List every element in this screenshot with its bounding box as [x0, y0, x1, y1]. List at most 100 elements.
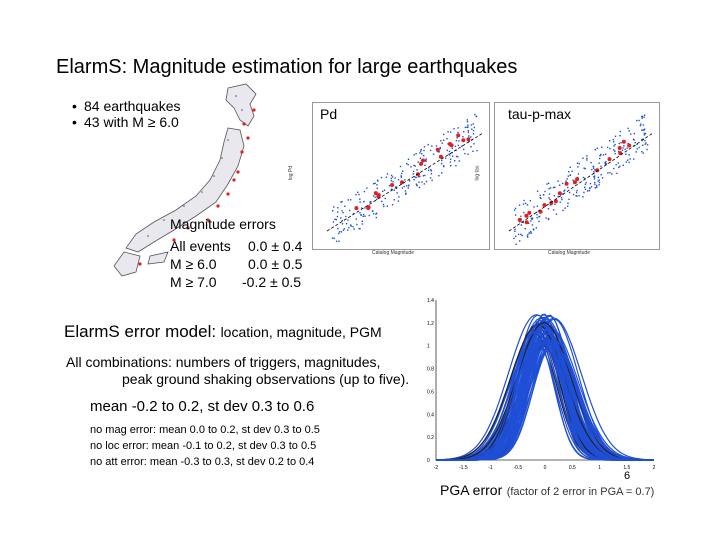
scatter-point	[361, 223, 364, 225]
scatter-point	[466, 121, 469, 123]
scatter-point	[642, 144, 644, 146]
scatter-point	[528, 232, 530, 234]
scatter-point	[431, 145, 433, 147]
scatter-point	[584, 186, 586, 188]
distribution-curve	[436, 340, 654, 461]
scatter-point	[592, 165, 594, 168]
scatter-point	[571, 170, 573, 172]
scatter-point	[520, 224, 522, 226]
scatter-point	[585, 181, 587, 184]
scatter-point	[347, 229, 349, 231]
scatter-point	[641, 129, 643, 131]
scatter-point	[350, 225, 352, 227]
scatter-point	[390, 177, 392, 180]
scatter-point	[554, 203, 556, 205]
japan-map	[113, 83, 257, 277]
scatter-point	[391, 204, 394, 206]
scatter-point	[575, 191, 578, 194]
scatter-point	[424, 159, 426, 162]
scatter-point	[338, 240, 340, 242]
scatter-point	[382, 203, 385, 206]
scatter-point	[359, 212, 361, 214]
scatter-point	[605, 161, 607, 163]
scatter-point	[548, 187, 550, 190]
scatter-point	[358, 193, 360, 196]
scatter-point	[588, 190, 590, 192]
scatter-point	[448, 150, 451, 153]
scatter-point	[470, 136, 472, 138]
highlight-point	[354, 206, 359, 211]
scatter-point	[341, 200, 343, 203]
scatter-point	[446, 138, 448, 140]
scatter-point	[366, 187, 368, 189]
scatter-point	[430, 169, 432, 171]
scatter-point	[338, 232, 340, 235]
scatter-point	[427, 143, 429, 146]
scatter-point	[468, 140, 470, 143]
scatter-point	[412, 170, 415, 173]
earthquake-bullets: • 84 earthquakes • 43 with M ≥ 6.0	[72, 98, 181, 130]
scatter-point	[455, 165, 457, 167]
scatter-point	[609, 171, 611, 174]
scatter-point	[584, 188, 587, 190]
scatter-point	[457, 144, 460, 147]
no-mag-error-line: no mag error: mean 0.0 to 0.2, st dev 0.…	[90, 424, 320, 436]
scatter-point	[613, 141, 615, 143]
scatter-point	[604, 162, 606, 164]
highlight-point	[438, 154, 443, 159]
scatter-point	[617, 162, 619, 164]
scatter-point	[401, 172, 403, 175]
scatter-point	[552, 186, 555, 189]
error-label: M ≥ 6.0	[170, 256, 217, 272]
scatter-point	[463, 131, 465, 133]
scatter-point	[457, 156, 459, 158]
scatter-point	[453, 128, 455, 130]
scatter-point	[400, 176, 403, 178]
x-tick-label: 0	[544, 465, 547, 470]
distribution-curve	[436, 339, 654, 461]
error-value: 0.0 ± 0.5	[248, 256, 303, 272]
highlight-point	[400, 180, 404, 185]
scatter-point	[553, 195, 556, 197]
scatter-point	[536, 214, 538, 216]
scatter-point	[614, 135, 617, 137]
scatter-point	[441, 159, 443, 162]
scatter-point	[430, 170, 433, 172]
scatter-point	[390, 180, 393, 182]
distribution-curve	[436, 345, 654, 461]
pd-scatter-plot	[326, 113, 484, 242]
scatter-point	[467, 130, 469, 132]
highlight-point	[461, 138, 466, 143]
scatter-point	[342, 229, 345, 231]
scatter-point	[620, 142, 622, 144]
highlight-point	[621, 139, 626, 144]
scatter-point	[455, 139, 458, 142]
scatter-point	[628, 130, 630, 132]
scatter-point	[443, 139, 445, 141]
scatter-point	[643, 129, 645, 131]
scatter-point	[547, 182, 550, 184]
scatter-point	[337, 207, 339, 209]
scatter-point	[402, 170, 404, 172]
scatter-point	[336, 215, 339, 218]
highlight-point	[517, 217, 522, 222]
scatter-point	[519, 240, 521, 242]
scatter-point	[609, 140, 611, 142]
scatter-point	[442, 165, 445, 167]
scatter-point	[644, 143, 646, 145]
scatter-point	[398, 196, 400, 198]
scatter-point	[609, 147, 611, 150]
scatter-point	[383, 189, 386, 191]
scatter-point	[467, 124, 469, 126]
scatter-point	[391, 176, 394, 178]
scatter-point	[416, 184, 418, 187]
y-tick-label: 0.6	[427, 389, 434, 395]
scatter-point	[582, 196, 584, 198]
scatter-point	[642, 124, 645, 126]
distribution-curve	[436, 343, 654, 461]
scatter-point	[421, 153, 423, 155]
scatter-point	[593, 175, 596, 177]
scatter-point	[454, 160, 456, 162]
scatter-point	[414, 176, 416, 178]
scatter-point	[528, 222, 530, 224]
